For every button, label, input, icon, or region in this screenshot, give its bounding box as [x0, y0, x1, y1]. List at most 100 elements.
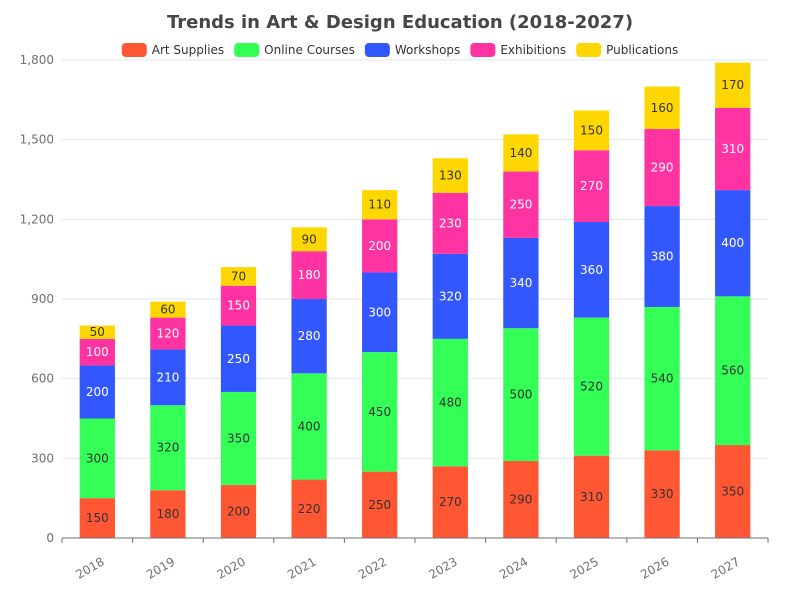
bar-segment[interactable]	[362, 190, 398, 220]
data-label: 500	[509, 388, 532, 402]
x-tick-label: 2022	[356, 554, 389, 581]
data-label: 150	[227, 299, 250, 313]
bar-segment[interactable]	[644, 129, 680, 207]
legend-swatch	[576, 43, 602, 57]
bar-segment[interactable]	[79, 325, 115, 339]
chart-title: Trends in Art & Design Education (2018-2…	[167, 12, 633, 33]
y-axis: 0 300 600 900 1,200 1,500 1,800	[20, 53, 54, 545]
bar-segment[interactable]	[150, 349, 186, 406]
bar-segment[interactable]	[291, 373, 327, 480]
bar-segment[interactable]	[79, 418, 115, 499]
bar-segment[interactable]	[432, 253, 468, 339]
data-label: 540	[651, 372, 674, 386]
bar-segment[interactable]	[644, 450, 680, 538]
bar-segment[interactable]	[362, 219, 398, 273]
data-label: 560	[721, 364, 744, 378]
bar-segment[interactable]	[715, 190, 751, 297]
data-label: 280	[298, 329, 321, 343]
data-label: 90	[301, 232, 316, 246]
data-label: 200	[86, 385, 109, 399]
data-label: 200	[368, 239, 391, 253]
data-label: 220	[298, 502, 321, 516]
bar-segment[interactable]	[362, 272, 398, 353]
bar-segment[interactable]	[362, 471, 398, 538]
bar-segment[interactable]	[644, 206, 680, 307]
x-tick-label: 2025	[568, 554, 601, 581]
bar-segment[interactable]	[503, 134, 539, 172]
data-label: 520	[580, 380, 603, 394]
x-tick-label: 2020	[215, 554, 248, 581]
data-label: 340	[509, 276, 532, 290]
data-label: 380	[651, 250, 674, 264]
legend-swatch	[364, 43, 390, 57]
x-tick-label: 2021	[285, 554, 318, 581]
bar-segment[interactable]	[432, 466, 468, 538]
bar-segment[interactable]	[644, 306, 680, 451]
bar-segment[interactable]	[150, 301, 186, 318]
legend-item[interactable]: Publications	[576, 43, 678, 57]
legend-item[interactable]: Online Courses	[234, 43, 355, 57]
y-tick-label: 300	[31, 451, 54, 465]
bar-segment[interactable]	[573, 221, 610, 318]
bar-segment[interactable]	[362, 352, 398, 472]
bar-segment[interactable]	[715, 107, 751, 191]
data-label: 210	[156, 370, 179, 384]
legend-item[interactable]: Art Supplies	[121, 43, 224, 57]
bar-segment[interactable]	[503, 237, 539, 329]
data-label: 270	[439, 495, 462, 509]
legend-item[interactable]: Workshops	[364, 43, 460, 57]
bar-segment[interactable]	[573, 110, 610, 151]
x-tick-label: 2027	[709, 554, 742, 581]
bar-segment[interactable]	[432, 338, 468, 467]
data-label: 320	[156, 441, 179, 455]
data-label: 50	[90, 325, 105, 339]
bars: 150 300 200 100 50 180 320 210 120 60 200 350 250 150…	[79, 62, 751, 538]
bar-segment[interactable]	[220, 391, 257, 485]
y-tick-label: 1,500	[20, 133, 54, 147]
bar-segment[interactable]	[503, 460, 539, 538]
data-label: 150	[86, 511, 109, 525]
data-label: 180	[156, 507, 179, 521]
legend-label: Art Supplies	[152, 43, 224, 57]
bar-segment[interactable]	[503, 171, 539, 238]
bar-segment[interactable]	[715, 445, 751, 538]
bar-segment[interactable]	[503, 328, 539, 461]
x-tick-label: 2019	[144, 554, 177, 581]
y-tick-label: 0	[46, 531, 54, 545]
bar-segment[interactable]	[573, 455, 610, 538]
bar-segment[interactable]	[291, 251, 327, 299]
bar-segment[interactable]	[79, 365, 115, 419]
bar-segment[interactable]	[150, 405, 186, 491]
data-label: 320	[439, 289, 462, 303]
bar-segment[interactable]	[291, 479, 327, 538]
bar-segment[interactable]	[79, 338, 115, 366]
legend-swatch	[234, 43, 260, 57]
bar-segment[interactable]	[79, 498, 115, 538]
bar-segment[interactable]	[150, 317, 186, 350]
legend-swatch	[470, 43, 496, 57]
data-label: 350	[227, 431, 250, 445]
bar-segment[interactable]	[291, 299, 327, 374]
bar-segment[interactable]	[715, 62, 751, 108]
bar-segment[interactable]	[432, 158, 468, 193]
bar-segment[interactable]	[573, 150, 610, 222]
bar-segment[interactable]	[150, 490, 186, 538]
legend-item[interactable]: Exhibitions	[470, 43, 566, 57]
bar-segment[interactable]	[291, 227, 327, 252]
data-label: 300	[86, 451, 109, 465]
bar-segment[interactable]	[644, 86, 680, 130]
bar-segment[interactable]	[220, 484, 257, 538]
y-tick-label: 900	[31, 292, 54, 306]
bar-segment[interactable]	[220, 285, 257, 326]
legend-label: Workshops	[395, 43, 460, 57]
bar-segment[interactable]	[432, 192, 468, 254]
data-label: 400	[298, 419, 321, 433]
bar-segment[interactable]	[573, 317, 610, 456]
bar-segment[interactable]	[715, 296, 751, 446]
data-label: 350	[721, 485, 744, 499]
bar-segment[interactable]	[220, 267, 257, 286]
data-label: 170	[721, 78, 744, 92]
bar-segment[interactable]	[220, 325, 257, 392]
data-label: 290	[509, 492, 532, 506]
